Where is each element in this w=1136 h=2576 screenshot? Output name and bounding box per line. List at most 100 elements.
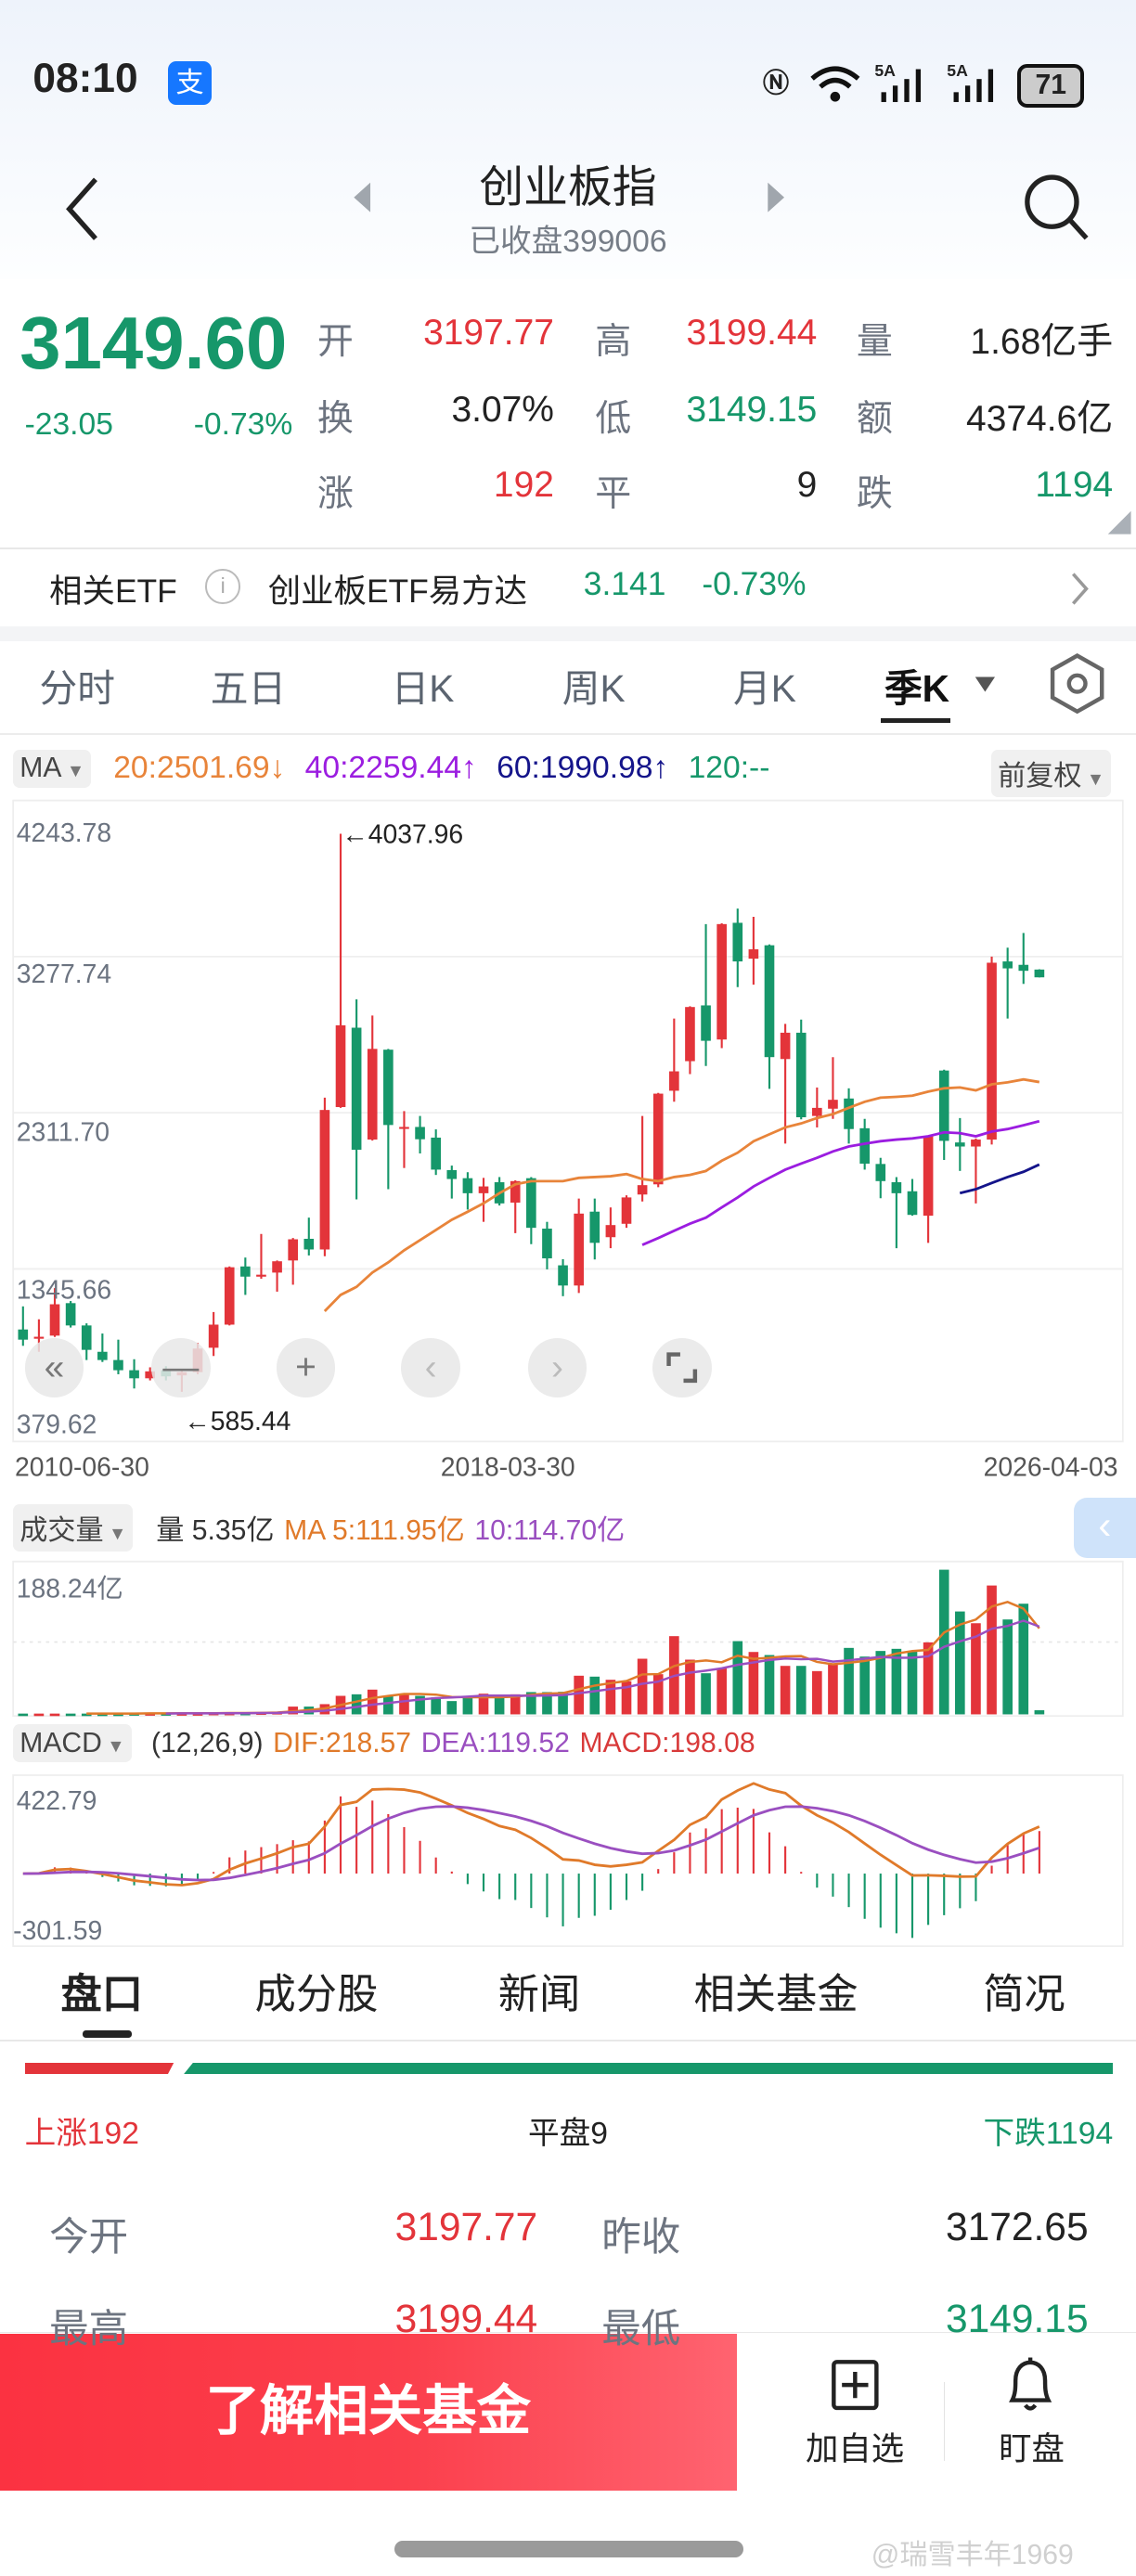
stat-label: 昨收	[601, 2216, 681, 2260]
volume-bar	[605, 1680, 616, 1715]
prev-stock-button[interactable]	[349, 181, 375, 213]
y-tick-label: 1345.66	[17, 1275, 111, 1305]
volume-bar	[732, 1641, 743, 1715]
bottom-tab[interactable]: 盘口	[60, 1972, 144, 2018]
candle-body	[526, 1178, 536, 1229]
volume-bar	[891, 1648, 902, 1715]
quote-label: 换	[316, 398, 354, 439]
page-subtitle: 已收盘399006	[469, 225, 667, 260]
macd-legend: (12,26,9) DIF:218.57 DEA:119.52 MACD:198…	[151, 1728, 755, 1759]
candle-body	[574, 1213, 584, 1286]
candle-body	[955, 1142, 965, 1147]
max-annotation: ←4037.96	[342, 820, 463, 850]
quote-label: 低	[595, 398, 632, 439]
macd-chart-frame	[12, 1774, 1124, 1948]
volume-bar	[558, 1692, 568, 1715]
breadth-up-bar	[24, 2062, 174, 2075]
volume-ma10-line	[165, 1619, 1040, 1715]
quote-value: 3.07%	[451, 389, 554, 430]
candle-body	[81, 1325, 92, 1350]
stat-label: 今开	[49, 2216, 129, 2260]
next-stock-button[interactable]	[763, 181, 789, 213]
period-tab[interactable]: 周K	[562, 666, 626, 710]
volume-bar	[685, 1659, 695, 1715]
volume-indicator-button[interactable]: 成交量 ▼	[13, 1503, 134, 1552]
volume-chart-frame	[12, 1560, 1124, 1718]
volume-legend: 量 5.35亿 MA 5:111.95亿 10:114.70亿	[156, 1507, 625, 1548]
chart-settings-button[interactable]	[1046, 652, 1108, 715]
quote-label: 量	[856, 321, 893, 362]
volume-bar	[812, 1670, 822, 1715]
period-tab[interactable]: 日K	[391, 666, 455, 710]
volume-ma5: MA 5:111.95亿	[284, 1515, 465, 1547]
zoom-in-button[interactable]: +	[276, 1337, 336, 1397]
y-tick-label: 2311.70	[17, 1117, 110, 1147]
candle-body	[891, 1182, 902, 1193]
ma-indicator-button[interactable]: MA ▼	[13, 749, 92, 788]
candle-body	[669, 1071, 679, 1091]
expand-corner-icon[interactable]	[1106, 509, 1132, 535]
period-tab[interactable]: 月K	[732, 666, 796, 710]
etf-price: 3.141	[583, 565, 666, 603]
bottom-tab[interactable]: 新闻	[497, 1972, 581, 2018]
breadth-down-bar	[183, 2062, 1114, 2075]
macd-indicator-button[interactable]: MACD ▼	[13, 1724, 132, 1763]
quote-label: 开	[316, 321, 354, 362]
monitor-label: 盯盘	[999, 2429, 1065, 2467]
volume-bar	[875, 1651, 886, 1715]
volume-bar	[97, 1713, 108, 1717]
candle-body	[748, 949, 759, 960]
stat-value: 3197.77	[394, 2206, 538, 2250]
volume-bar	[971, 1623, 981, 1715]
scroll-to-start-button[interactable]: «	[24, 1337, 84, 1397]
period-tab[interactable]: 季K	[884, 666, 950, 710]
candle-body	[828, 1100, 838, 1109]
info-icon[interactable]: i	[205, 568, 241, 604]
scroll-left-button[interactable]: ‹	[401, 1337, 460, 1397]
stat-value: 3149.15	[945, 2298, 1089, 2342]
fullscreen-button[interactable]	[652, 1337, 712, 1397]
macd-tick-label: -301.59	[13, 1916, 102, 1946]
candle-body	[272, 1261, 282, 1273]
y-tick-label: 3277.74	[17, 960, 111, 989]
quote-value: 4374.6亿	[966, 398, 1114, 439]
side-panel-toggle[interactable]: ‹	[1073, 1497, 1136, 1559]
back-button[interactable]	[59, 174, 106, 243]
etf-label: 相关ETF	[49, 573, 177, 611]
period-tab[interactable]: 分时	[39, 666, 115, 710]
section-gap	[0, 625, 1136, 641]
volume-bar	[462, 1697, 473, 1715]
learn-funds-button[interactable]: 了解相关基金	[0, 2334, 737, 2491]
candle-body	[224, 1267, 235, 1325]
watermark: @瑞雪丰年1969	[871, 2539, 1074, 2570]
price-adjust-button[interactable]: 前复权 ▼	[991, 749, 1112, 797]
bottom-tab[interactable]: 相关基金	[693, 1972, 858, 2018]
volume-ma10: 10:114.70亿	[474, 1515, 626, 1547]
search-button[interactable]	[1019, 171, 1091, 243]
period-tab[interactable]: 五日	[210, 666, 287, 710]
zoom-out-button[interactable]: —	[150, 1337, 211, 1397]
period-dropdown-icon[interactable]	[974, 674, 997, 693]
candle-body	[542, 1229, 552, 1259]
ma60-line	[959, 1163, 1040, 1195]
bottom-tab[interactable]: 简况	[983, 1972, 1065, 2018]
quote-value: 9	[796, 465, 818, 506]
candle-body	[971, 1140, 981, 1147]
last-price: 3149.60	[19, 302, 288, 385]
scroll-right-button[interactable]: ›	[527, 1337, 587, 1397]
down-count: 下跌1194	[983, 2116, 1114, 2151]
candle-body	[446, 1169, 458, 1179]
candle-body	[208, 1324, 219, 1348]
macd-button-label: MACD	[19, 1727, 102, 1758]
volume-bar	[748, 1652, 759, 1715]
x-tick-label: 2010-06-30	[15, 1453, 149, 1483]
volume-bar	[446, 1701, 458, 1715]
volume-bar	[526, 1692, 536, 1715]
bottom-tab[interactable]: 成分股	[254, 1972, 379, 2018]
volume-bar	[113, 1713, 123, 1717]
home-indicator[interactable]	[394, 2541, 743, 2558]
x-tick-label: 2026-04-03	[984, 1453, 1118, 1483]
volume-bar	[33, 1713, 45, 1717]
ma60-value: 60:1990.98↑	[497, 751, 669, 786]
